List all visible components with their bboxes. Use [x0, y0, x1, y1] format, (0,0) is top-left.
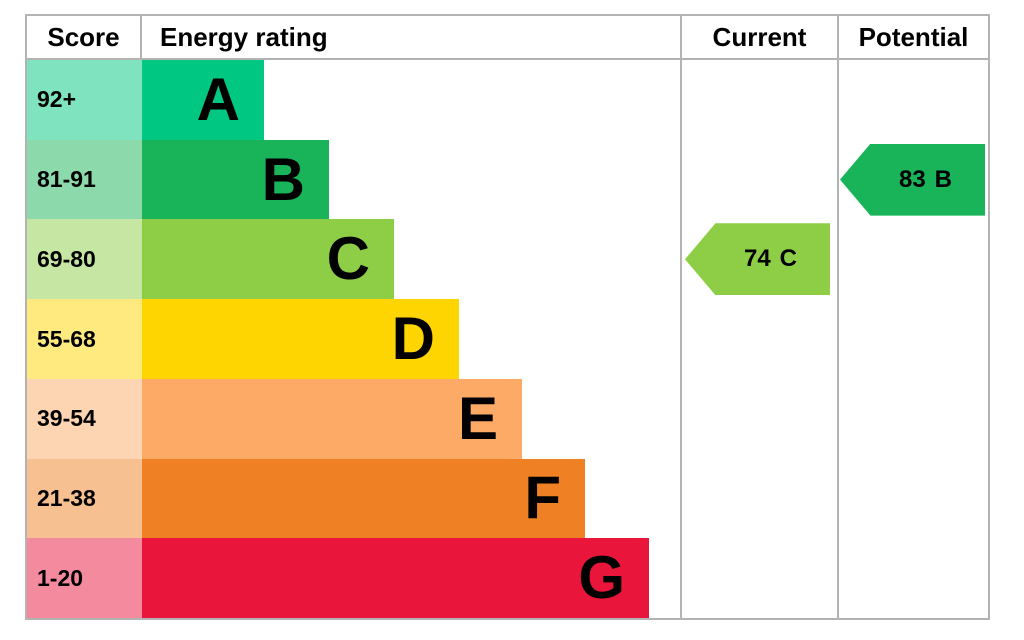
score-range: 81-91	[27, 139, 142, 220]
current-arrow: 74 C	[685, 223, 830, 296]
current-cell	[680, 60, 837, 140]
band-letter: D	[391, 305, 435, 373]
score-range: 69-80	[27, 219, 142, 300]
current-band-letter: C	[779, 245, 798, 273]
energy-rating-header: Energy rating	[160, 21, 328, 52]
potential-cell	[837, 538, 988, 619]
band-row-g: 1-20 G	[27, 538, 988, 619]
band-letter: F	[524, 464, 561, 532]
rating-cell: E	[142, 378, 680, 459]
band-bar-e: E	[142, 378, 522, 459]
current-value: 74	[743, 245, 771, 273]
potential-cell	[837, 378, 988, 459]
score-header: Score	[27, 16, 142, 58]
band-letter: A	[196, 65, 240, 133]
potential-cell: 83 B	[837, 139, 988, 220]
band-bar-f: F	[142, 458, 585, 539]
band-row-c: 69-80 C 74 C	[27, 219, 988, 300]
score-range: 21-38	[27, 458, 142, 539]
band-row-f: 21-38 F	[27, 458, 988, 539]
potential-cell	[837, 458, 988, 539]
band-row-d: 55-68 D	[27, 299, 988, 379]
score-range: 39-54	[27, 378, 142, 459]
band-letter: B	[261, 145, 305, 213]
potential-cell	[837, 219, 988, 300]
band-row-b: 81-91 B 83 B	[27, 139, 988, 220]
potential-band-letter: B	[934, 165, 953, 193]
potential-value: 83	[898, 165, 926, 193]
rating-cell: A	[142, 60, 680, 140]
band-bar-a: A	[142, 60, 264, 140]
current-cell	[680, 139, 837, 220]
potential-cell	[837, 299, 988, 379]
rating-cell: C	[142, 219, 680, 300]
current-header: Current	[680, 16, 837, 58]
current-cell	[680, 378, 837, 459]
current-cell	[680, 538, 837, 619]
rating-cell: F	[142, 458, 680, 539]
band-letter: C	[326, 225, 370, 293]
score-range: 55-68	[27, 299, 142, 379]
score-range: 1-20	[27, 538, 142, 619]
band-row-e: 39-54 E	[27, 378, 988, 459]
band-bar-d: D	[142, 299, 459, 379]
chart-header: Score Energy rating Current Potential	[27, 16, 988, 60]
potential-cell	[837, 60, 988, 140]
rating-cell: G	[142, 538, 680, 619]
band-bar-g: G	[142, 538, 649, 619]
rating-cell: B	[142, 139, 680, 220]
potential-header: Potential	[837, 16, 988, 58]
band-bar-b: B	[142, 139, 329, 220]
band-letter: G	[578, 544, 625, 612]
current-cell	[680, 299, 837, 379]
rating-cell: D	[142, 299, 680, 379]
band-bar-c: C	[142, 219, 394, 300]
band-row-a: 92+ A	[27, 60, 988, 140]
current-cell	[680, 458, 837, 539]
current-cell: 74 C	[680, 219, 837, 300]
epc-rating-chart: Score Energy rating Current Potential 92…	[25, 14, 990, 620]
band-letter: E	[457, 384, 498, 452]
potential-arrow: 83 B	[840, 143, 985, 216]
score-range: 92+	[27, 60, 142, 140]
